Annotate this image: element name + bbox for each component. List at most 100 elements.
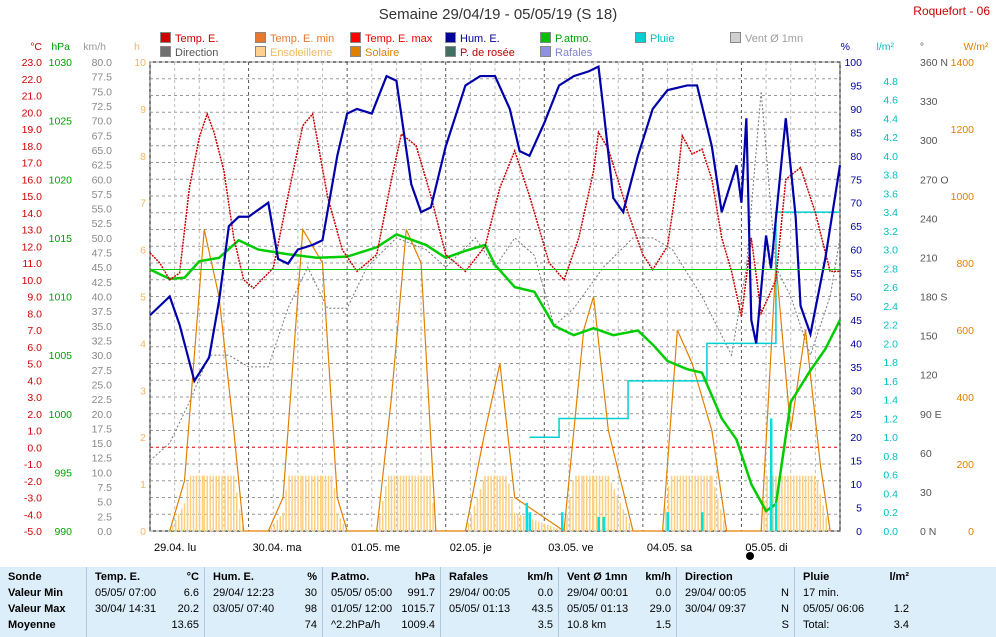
tick-label-temp: 8.0 xyxy=(27,308,42,320)
tick-label-sun: 6 xyxy=(140,245,146,257)
tick-label-humidity: 85 xyxy=(850,127,862,139)
stats-date: ^2.2hPa/h xyxy=(331,619,381,631)
tick-label-rain: 0.4 xyxy=(883,488,898,500)
tick-label-rain: 3.2 xyxy=(883,226,898,238)
stats-unit: l/m² xyxy=(889,571,909,583)
tick-label-rain: 2.6 xyxy=(883,282,898,294)
axis-label-pressure: hPa xyxy=(51,41,70,53)
legend-item: Ensoleilleme xyxy=(255,46,332,59)
tick-label-temp: 19.0 xyxy=(22,124,43,136)
legend-item: P. de rosée xyxy=(445,46,515,59)
tick-label-sun: 0 xyxy=(140,526,146,538)
tick-label-humidity: 25 xyxy=(850,409,862,421)
tick-label-rain: 1.2 xyxy=(883,413,898,425)
stats-date: 29/04/ 00:05 xyxy=(449,587,511,599)
tick-label-rain: 0.0 xyxy=(883,526,898,538)
tick-label-wind: 5.0 xyxy=(97,497,112,509)
stats-date: 05/05/ 05:00 xyxy=(331,587,393,599)
tick-label-rain: 4.2 xyxy=(883,132,898,144)
tick-label-solar: 1200 xyxy=(951,124,975,136)
tick-label-temp: 2.0 xyxy=(27,409,42,421)
legend-item: Hum. E. xyxy=(445,32,500,45)
tick-label-temp: -5.0 xyxy=(24,526,42,538)
tick-label-solar: 0 xyxy=(968,526,974,538)
weekly-weather-chart: °C -5.0 -4.0 -3.0 -2.0 -1.0 0.0 1.0 2.0 3.0 4.0 5.0… xyxy=(22,41,989,560)
legend-item: Direction xyxy=(160,46,218,59)
stats-value: S xyxy=(781,619,789,631)
tick-label-direction: 60 xyxy=(920,448,932,460)
row-label-max: Valeur Max xyxy=(8,603,66,615)
tick-label-rain: 3.8 xyxy=(883,170,898,182)
stats-date: 05/05/ 01:13 xyxy=(449,603,511,615)
stats-value: 29.0 xyxy=(649,603,671,615)
stats-value: 98 xyxy=(304,603,317,615)
tick-label-temp: 7.0 xyxy=(27,325,42,337)
tick-label-temp: 18.0 xyxy=(22,141,43,153)
tick-label-direction: 120 xyxy=(920,370,938,382)
legend-item: Rafales xyxy=(540,46,592,59)
tick-label-temp: 21.0 xyxy=(22,91,43,103)
pressure-line xyxy=(149,232,842,513)
legend-item: Temp. E. xyxy=(160,32,218,45)
stats-value: 3.5 xyxy=(537,619,553,631)
tick-label-temp: -2.0 xyxy=(24,476,42,488)
legend-swatch xyxy=(255,32,266,43)
tick-label-solar: 1000 xyxy=(951,191,975,203)
tick-label-wind: 2.5 xyxy=(97,511,112,523)
stats-unit: hPa xyxy=(414,571,435,583)
stats-value: 20.2 xyxy=(177,603,199,615)
tick-label-sun: 8 xyxy=(140,151,146,163)
tick-label-wind: 70.0 xyxy=(92,116,113,128)
stats-header: Temp. E. xyxy=(95,571,141,583)
stats-date: 05/05/ 01:13 xyxy=(567,603,629,615)
stats-date: 30/04/ 14:31 xyxy=(95,603,157,615)
stats-col-direction: Direction 29/04/ 00:05 N 30/04/ 09:37 N … xyxy=(676,567,795,637)
legend-swatch xyxy=(445,32,456,43)
tick-label-solar: 400 xyxy=(956,392,974,404)
tick-label-day: 03.05. ve xyxy=(548,542,593,554)
tick-label-rain: 0.2 xyxy=(883,507,898,519)
stats-col-temp: Temp. E. °C 05/05/ 07:00 6.6 30/04/ 14:3… xyxy=(86,567,205,637)
axis-label-sun: h xyxy=(134,41,140,53)
legend-swatch xyxy=(255,46,266,57)
tick-label-pressure: 1025 xyxy=(49,116,73,128)
tick-label-humidity: 50 xyxy=(850,292,862,304)
temperature-line xyxy=(149,111,840,317)
tick-label-rain: 1.4 xyxy=(883,395,898,407)
tick-label-pressure: 1010 xyxy=(49,292,73,304)
tick-label-wind: 32.5 xyxy=(92,335,113,347)
tick-label-humidity: 15 xyxy=(850,456,862,468)
tick-label-humidity: 80 xyxy=(850,151,862,163)
tick-label-direction: 270 O xyxy=(920,174,949,186)
tick-label-temp: 6.0 xyxy=(27,342,42,354)
stats-value: 30 xyxy=(304,587,317,599)
axis-label-wind: km/h xyxy=(83,41,106,53)
legend-item: Pluie xyxy=(635,32,674,45)
rain-bar xyxy=(597,516,600,531)
tick-label-temp: 23.0 xyxy=(22,57,43,69)
tick-label-rain: 0.8 xyxy=(883,451,898,463)
tick-label-wind: 42.5 xyxy=(92,277,113,289)
stats-date: 05/05/ 07:00 xyxy=(95,587,157,599)
stats-date: Total: xyxy=(803,619,830,631)
tick-label-sun: 7 xyxy=(140,198,146,210)
tick-label-wind: 50.0 xyxy=(92,233,113,245)
tick-label-wind: 22.5 xyxy=(92,394,113,406)
tick-label-wind: 0.0 xyxy=(97,526,112,538)
stats-unit: km/h xyxy=(527,571,553,583)
axis-label-direction: ° xyxy=(920,41,924,53)
station-name: Roquefort - 06 xyxy=(913,4,990,18)
stats-header: Pluie xyxy=(803,571,830,583)
tick-label-sun: 1 xyxy=(140,479,146,491)
legend-swatch xyxy=(540,46,551,57)
tick-label-wind: 10.0 xyxy=(92,467,113,479)
stats-col-pluie: Pluie l/m² 17 min. 05/05/ 06:06 1.2 Tota… xyxy=(794,567,915,637)
row-label-min: Valeur Min xyxy=(8,587,64,599)
tick-label-humidity: 60 xyxy=(850,245,862,257)
tick-label-wind: 47.5 xyxy=(92,248,113,260)
tick-label-rain: 1.6 xyxy=(883,376,898,388)
tick-label-wind: 55.0 xyxy=(92,204,113,216)
stats-date: 30/04/ 09:37 xyxy=(685,603,747,615)
row-label-avg: Moyenne xyxy=(8,619,56,631)
tick-label-temp: -3.0 xyxy=(24,493,42,505)
